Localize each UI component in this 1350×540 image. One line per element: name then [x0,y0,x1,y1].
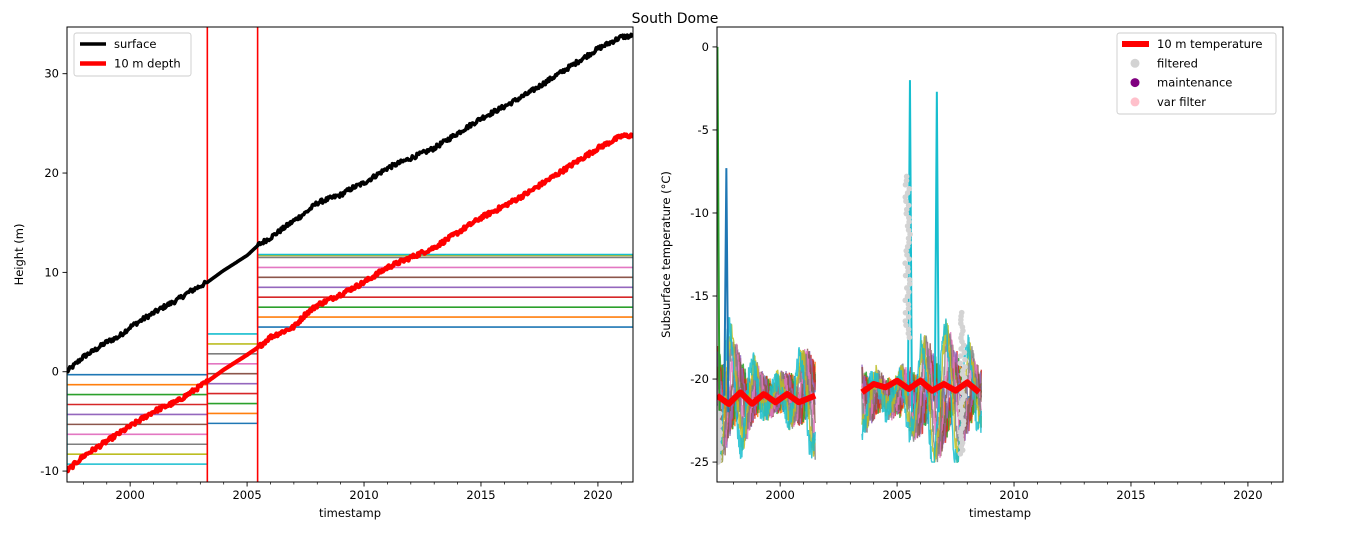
filtered-point [905,202,912,209]
legend-label: 10 m depth [114,57,181,71]
filtered-point [906,256,913,262]
filtered-point [717,409,720,415]
right-plot-area [717,46,982,465]
filtered-point [906,289,912,295]
filtered-point [962,364,968,370]
sensor-trace [717,317,816,465]
filtered-point [906,219,912,225]
right-xtick-label: 2010 [999,488,1028,502]
left-xtick-label: 2000 [116,488,145,502]
right-xtick-label: 2000 [766,488,795,502]
left-xtick-label: 2010 [349,488,378,502]
right-xtick-label: 2015 [1116,488,1145,502]
filtered-point [903,198,909,205]
right-ytick-label: -5 [698,123,709,137]
right-axes-frame [716,26,1284,483]
left-plot-area [67,27,633,482]
filtered-point [903,322,909,328]
legend-label: maintenance [1157,76,1232,90]
legend-label: 10 m temperature [1157,37,1262,51]
filtered-point [906,276,913,283]
filtered-point [961,349,968,356]
right-ytick-label: -10 [690,206,709,220]
filtered-point [906,239,912,246]
filtered-point [904,285,910,291]
right-ytick-label: 0 [702,40,709,54]
temp-10m-line [717,389,818,407]
right-ytick-label: -15 [690,289,709,303]
filtered-point [906,214,912,221]
right-xtick-label: 2020 [1233,488,1262,502]
right-legend: 10 m temperature filtered maintenance var f… [1116,32,1277,115]
left-ylabel: Height (m) [12,224,26,286]
sensor-spike [933,91,940,413]
filtered-point [957,353,964,359]
filtered-point [902,297,909,304]
filtered-point [905,326,912,333]
left-chart-height: 2000 2005 2010 2015 2020 -10 0 10 20 30 timestamp H… [12,26,634,520]
filtered-point [905,330,912,337]
sensor-trace [717,323,816,463]
filtered-point [905,314,912,320]
filtered-point [904,252,910,258]
temp-10m-line [859,377,982,395]
filtered-point [962,356,968,363]
legend-label: var filter [1157,95,1206,109]
left-ytick-label: 10 [44,265,59,279]
filtered-point [902,309,909,316]
left-xlabel: timestamp [319,506,381,520]
left-ytick-label: 20 [44,166,59,180]
right-ylabel: Subsurface temperature (°C) [659,171,673,338]
filtered-point [958,309,965,316]
left-legend: surface 10 m depth [73,32,192,77]
filtered-point [903,210,910,217]
filtered-point [902,318,909,324]
right-xlabel: timestamp [969,506,1031,520]
filtered-point [904,264,911,271]
filtered-point [902,260,908,266]
left-ytick-label: 0 [52,365,59,379]
left-axes-frame [66,26,634,483]
right-xtick-label: 2005 [882,488,911,502]
right-ytick-label: -25 [690,455,709,469]
left-xtick-label: 2015 [466,488,495,502]
surface-line [67,32,633,374]
filtered-point [905,305,912,312]
left-ytick-label: 30 [44,67,59,81]
filtered-point [903,173,910,180]
filtered-point [906,186,913,192]
left-xtick-label: 2005 [232,488,261,502]
figure-title: South Dome [632,11,719,27]
left-ytick-label: -10 [40,464,59,478]
filtered-point [957,360,964,367]
legend-frame [1116,32,1277,115]
filtered-point [903,177,910,184]
filtered-point [905,268,911,275]
legend-label: filtered [1157,56,1198,70]
legend-label: surface [114,37,157,51]
filtered-point [902,194,909,200]
depth-10m-line [67,132,633,474]
legend-swatch [1130,58,1140,68]
filtered-point [905,301,912,308]
right-ytick-label: -20 [690,372,709,386]
sensor-spike [723,168,730,413]
filtered-point [906,281,913,287]
legend-swatch [1130,78,1140,88]
right-chart-temperature: 2000 2005 2010 2015 2020 0 -5 -10 -15 -20 -25 times… [659,26,1284,520]
legend-swatch [1130,97,1140,107]
left-xtick-label: 2020 [583,488,612,502]
filtered-point [902,272,909,279]
